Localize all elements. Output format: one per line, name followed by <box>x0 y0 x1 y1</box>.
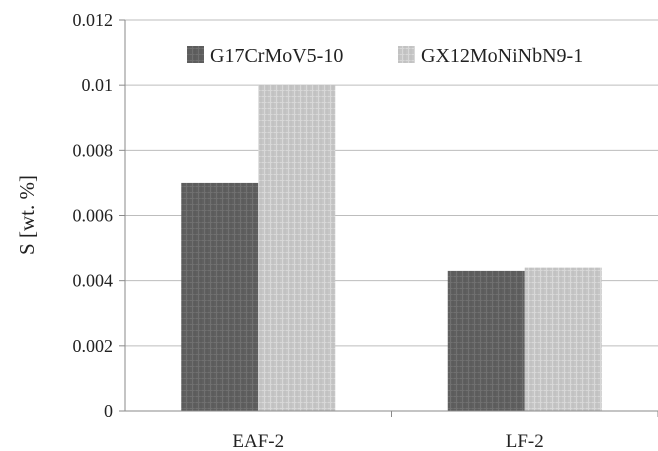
legend-label: GX12MoNiNbN9-1 <box>421 45 583 67</box>
y-axis-label: S [wt. %] <box>15 175 39 255</box>
legend-swatch <box>398 46 415 63</box>
bar-lf-2-series-1 <box>447 270 525 411</box>
bars <box>181 85 602 412</box>
bar-eaf-2-series-1 <box>181 182 259 411</box>
x-category-label: LF-2 <box>506 431 544 451</box>
x-category-labels: EAF-2 LF-2 <box>232 431 543 451</box>
legend-swatch <box>187 46 204 63</box>
legend: G17CrMoV5-10 GX12MoNiNbN9-1 <box>187 45 583 67</box>
y-tick-label: 0 <box>104 401 113 421</box>
y-tick-label: 0.006 <box>73 206 114 226</box>
bar-eaf-2-series-2 <box>258 85 336 412</box>
axes <box>119 19 658 417</box>
y-tick-label: 0.004 <box>73 271 114 291</box>
y-tick-label: 0.01 <box>82 75 114 95</box>
legend-label: G17CrMoV5-10 <box>210 45 343 67</box>
y-tick-labels: 0 0.002 0.004 0.006 0.008 0.01 0.012 <box>73 10 114 421</box>
bar-lf-2-series-2 <box>524 267 602 411</box>
y-tick-label: 0.008 <box>73 140 114 160</box>
y-tick-label: 0.012 <box>73 10 114 30</box>
x-category-label: EAF-2 <box>232 431 284 451</box>
y-tick-label: 0.002 <box>73 336 114 356</box>
